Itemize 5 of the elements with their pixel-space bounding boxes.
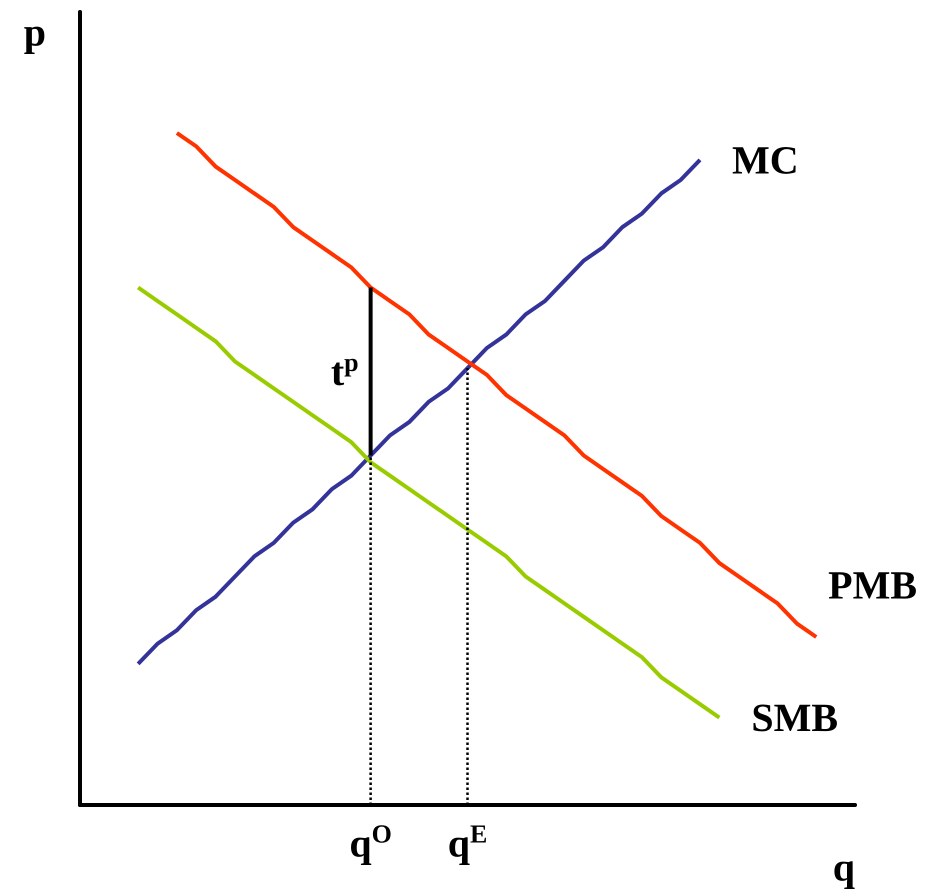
y-axis-title: p [24,10,46,54]
series-label: SMB [751,695,838,740]
x-axis-title: q [832,844,855,890]
series-label: MC [732,137,799,182]
series-label: PMB [828,562,918,608]
